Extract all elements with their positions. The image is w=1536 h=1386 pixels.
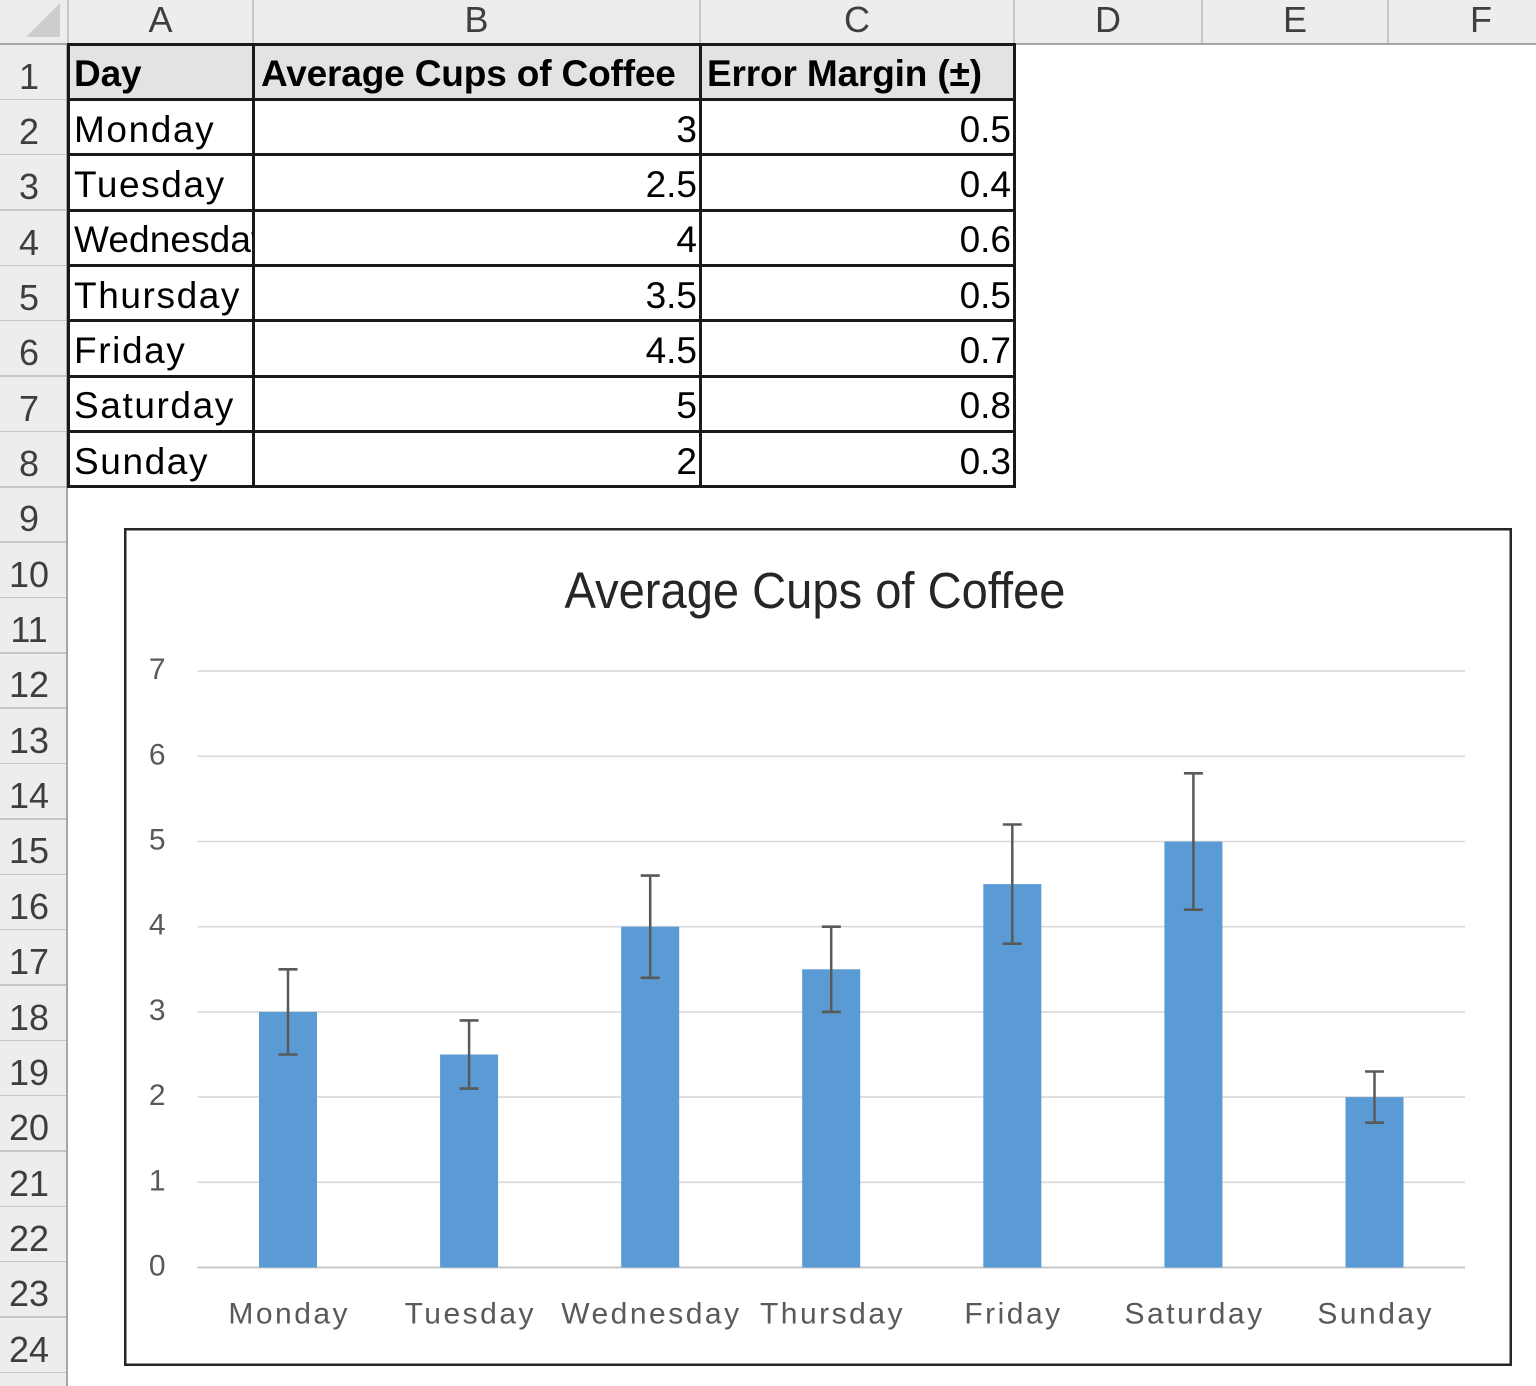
svg-text:Average Cups of Coffee: Average Cups of Coffee [565,562,1066,619]
svg-text:6: 6 [149,738,166,771]
svg-text:Wednesday: Wednesday [561,1297,741,1330]
svg-text:3: 3 [149,994,166,1027]
svg-text:2: 2 [149,1079,166,1112]
svg-text:1: 1 [149,1164,166,1197]
svg-text:Saturday: Saturday [1125,1297,1265,1330]
svg-text:0: 0 [149,1250,166,1283]
svg-text:4: 4 [149,909,166,942]
svg-text:Friday: Friday [964,1297,1062,1330]
svg-text:5: 5 [149,824,166,857]
svg-text:Tuesday: Tuesday [405,1297,536,1330]
svg-text:Thursday: Thursday [760,1297,905,1330]
svg-text:Monday: Monday [228,1297,350,1330]
svg-text:Sunday: Sunday [1317,1297,1434,1330]
svg-text:7: 7 [149,653,166,686]
